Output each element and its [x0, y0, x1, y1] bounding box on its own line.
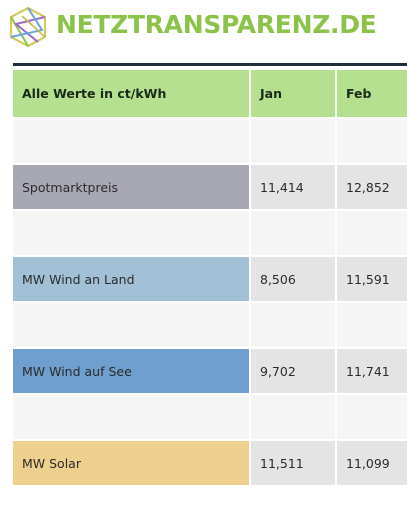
spacer-cell: [337, 303, 407, 347]
spacer-cell: [13, 395, 249, 439]
spacer-cell: [337, 395, 407, 439]
value-solar-jan: 11,511: [251, 441, 335, 485]
value-spotmarktpreis-jan: 11,414: [251, 165, 335, 209]
spacer-cell: [251, 211, 335, 255]
header-feb: Feb: [337, 70, 407, 117]
price-table: Alle Werte in ct/kWh Jan Feb Spotmarktpr…: [13, 70, 407, 531]
spacer-cell: [251, 119, 335, 163]
site-brand-name[interactable]: NETZTRANSPARENZ.DE: [56, 10, 377, 39]
value-wind-auf-see-jan: 9,702: [251, 349, 335, 393]
value-solar-feb: 11,099: [337, 441, 407, 485]
spacer-cell: [13, 119, 249, 163]
spacer-cell: [337, 211, 407, 255]
row-label-wind-auf-see: MW Wind auf See: [13, 349, 249, 393]
spacer-cell: [13, 303, 249, 347]
value-wind-an-land-feb: 11,591: [337, 257, 407, 301]
spacer-cell: [251, 395, 335, 439]
header-jan: Jan: [251, 70, 335, 117]
row-label-spotmarktpreis: Spotmarktpreis: [13, 165, 249, 209]
row-label-wind-an-land: MW Wind an Land: [13, 257, 249, 301]
spacer-cell: [13, 211, 249, 255]
value-wind-an-land-jan: 8,506: [251, 257, 335, 301]
value-wind-auf-see-feb: 11,741: [337, 349, 407, 393]
site-header: NETZTRANSPARENZ.DE: [0, 0, 407, 60]
value-spotmarktpreis-feb: 12,852: [337, 165, 407, 209]
table-top-border: [13, 63, 407, 66]
header-label: Alle Werte in ct/kWh: [13, 70, 249, 117]
row-label-solar: MW Solar: [13, 441, 249, 485]
spacer-cell: [251, 303, 335, 347]
hexagon-network-logo-icon[interactable]: [8, 6, 48, 48]
spacer-cell: [337, 119, 407, 163]
